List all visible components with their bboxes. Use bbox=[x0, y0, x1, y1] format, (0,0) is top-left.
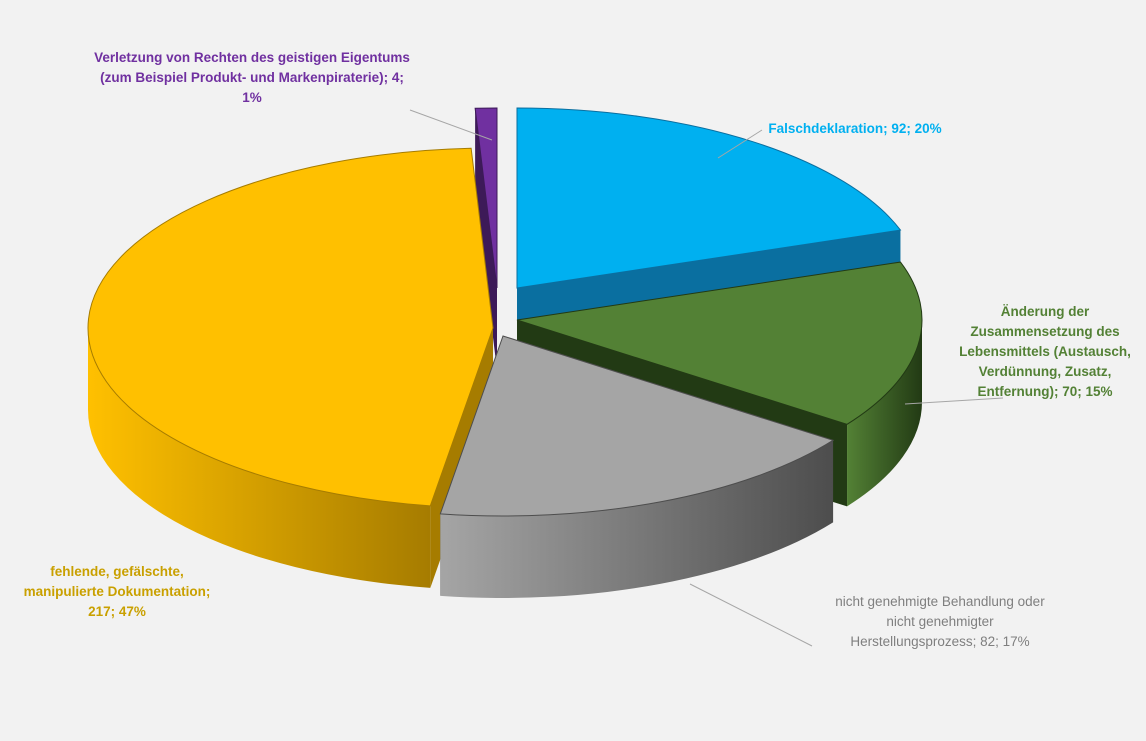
data-label-verletzung-rechte: Verletzung von Rechten des geistigen Eig… bbox=[94, 50, 410, 105]
pie-slice-side bbox=[847, 320, 922, 507]
leader-line-aenderung-zusammensetzung bbox=[904, 397, 1004, 405]
data-label-fehlende-dokumentation: fehlende, gefälschte, manipulierte Dokum… bbox=[23, 564, 211, 619]
pie-slice-top bbox=[87, 147, 494, 507]
data-label-falschdeklaration: Falschdeklaration; 92; 20% bbox=[768, 121, 942, 136]
pie-slice-side bbox=[88, 328, 431, 588]
pie-slice-fehlende-dokumentation bbox=[87, 147, 494, 588]
leader-line-nicht-genehmigte-behandlung bbox=[689, 583, 813, 647]
pie-slice-nicht-genehmigte-behandlung bbox=[439, 335, 835, 598]
pie-slice-top bbox=[516, 261, 923, 425]
pie-slice-top bbox=[516, 107, 902, 289]
data-label-aenderung-zusammensetzung: Änderung der Zusammensetzung des Lebensm… bbox=[959, 304, 1131, 399]
leader-line-verletzung-rechte bbox=[409, 109, 493, 141]
pie-slice-top bbox=[474, 107, 498, 289]
pie-slice-cut-face bbox=[475, 108, 497, 370]
pie-slice-top bbox=[439, 335, 835, 517]
pie-slice-verletzung-rechte bbox=[474, 107, 498, 370]
data-label-nicht-genehmigte-behandlung: nicht genehmigte Behandlung oder nicht g… bbox=[835, 594, 1045, 649]
pie-slice-side bbox=[440, 440, 834, 598]
leader-line-falschdeklaration bbox=[717, 129, 763, 159]
